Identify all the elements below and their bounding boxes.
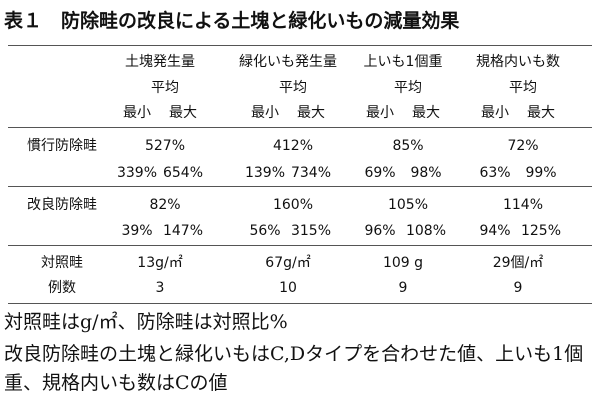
max-label: 最大: [169, 105, 197, 121]
min-label: 最小: [366, 105, 394, 121]
average-value: 82%: [149, 197, 181, 213]
table-rule: [8, 127, 592, 128]
cell-value: 13g/㎡: [137, 255, 183, 271]
average-label: 平均: [279, 80, 307, 96]
average-value: 114%: [502, 197, 544, 213]
column-header: 規格内いも数: [476, 54, 560, 70]
min-value: 63%: [479, 165, 511, 181]
note: 対照畦はg/㎡、防除畦は対照比%: [4, 311, 288, 333]
cell-value: 10: [279, 280, 297, 296]
table-rule: [8, 186, 592, 187]
table-rule: [8, 303, 592, 304]
average-label: 平均: [394, 80, 422, 96]
row-label: 例数: [48, 280, 76, 296]
row-label: 慣行防除畦: [27, 138, 97, 154]
column-header: 土塊発生量: [125, 54, 195, 70]
max-value: 734%: [290, 165, 332, 181]
note: 改良防除畦の土塊と緑化いもはC,Dタイプを合わせた値、上いも1個重、規格内いも数…: [4, 343, 584, 394]
max-label: 最大: [297, 105, 325, 121]
max-value: 315%: [290, 223, 332, 239]
column-header: 上いも1個重: [363, 54, 443, 70]
max-label: 最大: [412, 105, 440, 121]
cell-value: 9: [398, 280, 408, 296]
cell-value: 109 g: [382, 255, 424, 271]
cell-value: 29個/㎡: [492, 255, 544, 271]
cell-value: 9: [513, 280, 523, 296]
row-label: 対照畦: [41, 255, 83, 271]
cell-value: 67g/㎡: [265, 255, 311, 271]
min-value: 56%: [249, 223, 281, 239]
min-label: 最小: [251, 105, 279, 121]
min-label: 最小: [123, 105, 151, 121]
average-value: 160%: [272, 197, 314, 213]
min-value: 96%: [364, 223, 396, 239]
min-value: 94%: [479, 223, 511, 239]
min-value: 339%: [116, 165, 158, 181]
max-value: 654%: [162, 165, 204, 181]
table-rule: [8, 45, 592, 46]
min-value: 69%: [364, 165, 396, 181]
min-value: 139%: [244, 165, 286, 181]
average-value: 72%: [507, 138, 539, 154]
max-value: 125%: [520, 223, 562, 239]
max-value: 108%: [405, 223, 447, 239]
average-label: 平均: [151, 80, 179, 96]
table-rule: [8, 245, 592, 246]
average-value: 412%: [272, 138, 314, 154]
max-value: 99%: [525, 165, 557, 181]
max-label: 最大: [527, 105, 555, 121]
column-header: 緑化いも発生量: [239, 54, 337, 70]
average-value: 527%: [144, 138, 186, 154]
min-label: 最小: [481, 105, 509, 121]
max-value: 98%: [410, 165, 442, 181]
average-label: 平均: [509, 80, 537, 96]
max-value: 147%: [162, 223, 204, 239]
table-title: 表１ 防除畦の改良による土塊と緑化いもの減量効果: [4, 10, 460, 32]
average-value: 85%: [392, 138, 424, 154]
min-value: 39%: [121, 223, 153, 239]
cell-value: 3: [155, 280, 165, 296]
row-label: 改良防除畦: [27, 197, 97, 213]
average-value: 105%: [387, 197, 429, 213]
